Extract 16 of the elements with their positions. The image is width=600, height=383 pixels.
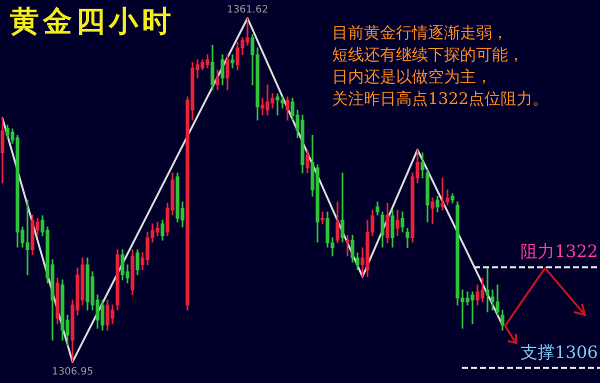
candlestick bbox=[486, 268, 490, 312]
candlestick bbox=[320, 212, 324, 224]
annotation: 1306.95 bbox=[52, 366, 94, 378]
annotation: 短线还有继续下探的可能， bbox=[332, 44, 525, 66]
annotation: 目前黄金行情逐渐走弱， bbox=[332, 22, 509, 44]
ref-line-label: 支撑1306 bbox=[520, 342, 598, 363]
chart-title: 黄金四小时 bbox=[10, 3, 175, 40]
annotation: 日内还是以做空为主， bbox=[332, 66, 493, 88]
annotation: 1361.62 bbox=[226, 4, 268, 16]
candlestick bbox=[440, 178, 444, 210]
annotation: 关注昨日高点1322点位阻力。 bbox=[332, 88, 549, 110]
candlestick bbox=[446, 190, 450, 206]
candlestick bbox=[340, 172, 344, 242]
candlestick bbox=[230, 54, 234, 68]
ref-line-label: 阻力1322 bbox=[520, 242, 598, 262]
candlestick bbox=[346, 234, 350, 256]
